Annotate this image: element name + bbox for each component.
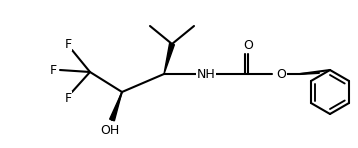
Polygon shape [110, 92, 122, 121]
Polygon shape [164, 43, 174, 74]
Text: F: F [64, 37, 72, 50]
Text: O: O [276, 67, 286, 81]
Text: OH: OH [100, 123, 120, 136]
Text: NH: NH [197, 67, 216, 81]
Text: F: F [49, 63, 57, 77]
Text: F: F [64, 91, 72, 104]
Text: O: O [243, 38, 253, 52]
